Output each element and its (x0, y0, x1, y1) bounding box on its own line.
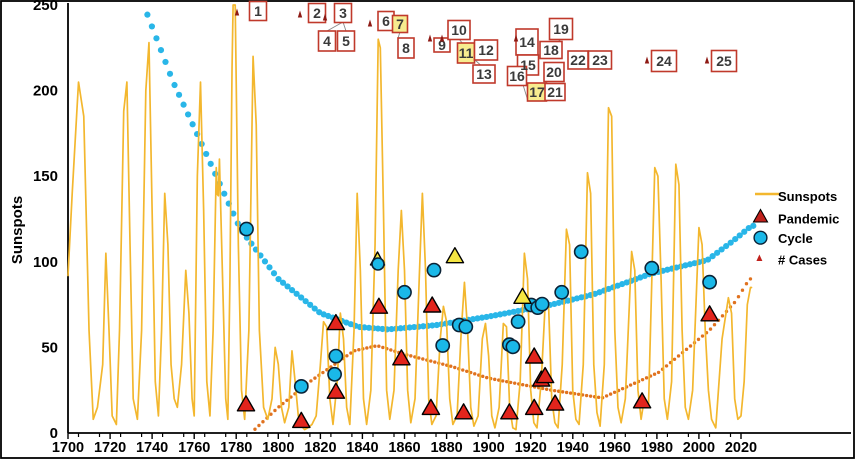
svg-text:22: 22 (570, 52, 586, 68)
svg-text:13: 13 (476, 66, 492, 82)
svg-text:Sunspots: Sunspots (9, 196, 26, 264)
svg-text:1980: 1980 (641, 440, 673, 456)
svg-text:23: 23 (592, 52, 608, 68)
svg-text:1: 1 (254, 3, 262, 19)
svg-text:2020: 2020 (725, 440, 757, 456)
svg-text:1860: 1860 (388, 440, 420, 456)
svg-text:7: 7 (396, 16, 404, 32)
svg-text:10: 10 (451, 22, 467, 38)
svg-text:150: 150 (33, 168, 58, 185)
svg-text:21: 21 (547, 84, 563, 100)
svg-text:1900: 1900 (472, 440, 504, 456)
svg-text:12: 12 (478, 42, 494, 58)
svg-text:200: 200 (33, 83, 58, 100)
svg-text:18: 18 (543, 42, 559, 58)
svg-text:250: 250 (33, 0, 58, 14)
svg-text:2: 2 (313, 5, 321, 21)
svg-text:1800: 1800 (262, 440, 294, 456)
svg-text:1940: 1940 (557, 440, 589, 456)
svg-text:8: 8 (402, 40, 410, 56)
svg-text:1880: 1880 (430, 440, 462, 456)
svg-text:100: 100 (33, 254, 58, 271)
svg-text:Cycle: Cycle (778, 231, 813, 246)
svg-text:20: 20 (546, 64, 562, 80)
svg-text:1840: 1840 (346, 440, 378, 456)
svg-text:1760: 1760 (178, 440, 210, 456)
svg-text:Pandemic: Pandemic (778, 212, 839, 227)
svg-text:14: 14 (519, 34, 535, 50)
svg-text:4: 4 (323, 33, 331, 49)
svg-text:16: 16 (509, 68, 525, 84)
svg-text:Sunspots: Sunspots (778, 189, 837, 204)
svg-text:# Cases: # Cases (778, 253, 827, 268)
svg-text:25: 25 (716, 53, 732, 69)
svg-text:1720: 1720 (94, 440, 126, 456)
svg-text:1820: 1820 (304, 440, 336, 456)
svg-text:1780: 1780 (220, 440, 252, 456)
svg-text:11: 11 (459, 45, 474, 61)
svg-text:1960: 1960 (599, 440, 631, 456)
svg-text:17: 17 (529, 84, 545, 100)
svg-text:5: 5 (342, 33, 350, 49)
svg-text:6: 6 (382, 13, 390, 29)
svg-text:1700: 1700 (52, 440, 84, 456)
svg-text:3: 3 (339, 5, 347, 21)
svg-text:1920: 1920 (515, 440, 547, 456)
svg-text:1740: 1740 (136, 440, 168, 456)
svg-text:24: 24 (656, 53, 672, 69)
svg-text:2000: 2000 (683, 440, 715, 456)
svg-text:19: 19 (553, 21, 569, 37)
svg-text:50: 50 (41, 339, 58, 356)
